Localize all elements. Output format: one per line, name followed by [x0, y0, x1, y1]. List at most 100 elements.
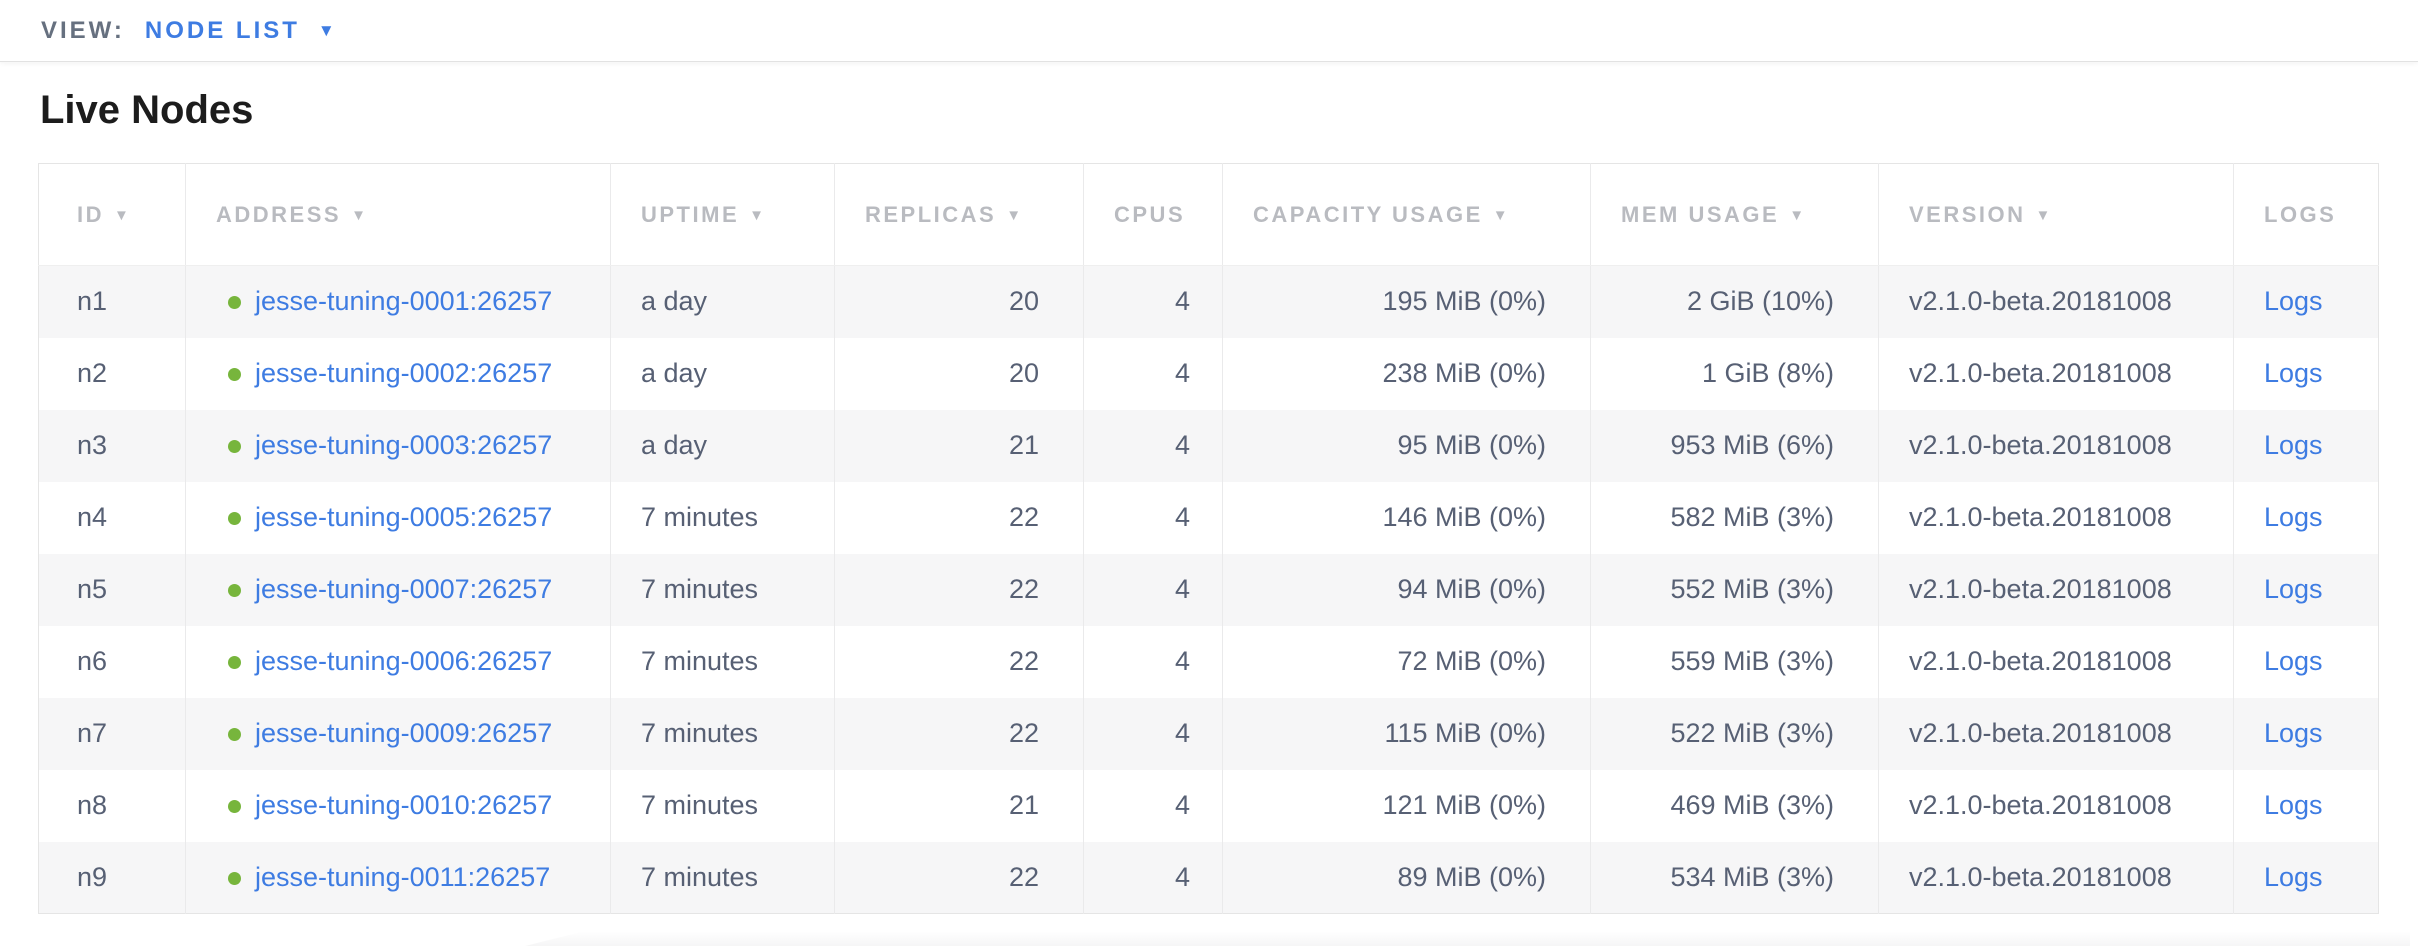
- logs-link[interactable]: Logs: [2264, 502, 2323, 532]
- cell-mem: 522 MiB (3%): [1590, 697, 1879, 770]
- cell-id: n2: [38, 337, 186, 410]
- cell-version: v2.1.0-beta.20181008: [1878, 481, 2234, 554]
- column-header-uptime[interactable]: UPTIME ▼: [610, 163, 835, 266]
- table-row: n6 jesse-tuning-0006:26257 7 minutes 22 4 72 …: [38, 625, 2379, 698]
- dropdown-caret-icon[interactable]: ▼: [317, 20, 335, 40]
- cell-mem: 1 GiB (8%): [1590, 337, 1879, 410]
- cell-capacity: 121 MiB (0%): [1222, 769, 1591, 842]
- cell-uptime: 7 minutes: [610, 841, 835, 914]
- cell-id: n9: [38, 841, 186, 914]
- cell-replicas: 22: [834, 697, 1084, 770]
- sort-desc-icon: ▼: [1789, 206, 1807, 224]
- node-address-link[interactable]: jesse-tuning-0002:26257: [255, 358, 553, 388]
- sort-desc-icon: ▼: [351, 206, 369, 224]
- cell-cpus: 4: [1083, 409, 1223, 482]
- column-header-version[interactable]: VERSION ▼: [1878, 163, 2234, 266]
- cell-logs: Logs: [2234, 266, 2379, 338]
- node-address-link[interactable]: jesse-tuning-0001:26257: [255, 286, 553, 317]
- logs-link[interactable]: Logs: [2264, 646, 2323, 676]
- cell-replicas: 22: [834, 841, 1084, 914]
- node-address-link[interactable]: jesse-tuning-0007:26257: [255, 574, 553, 604]
- cell-id: n4: [38, 481, 186, 554]
- table-row: n8 jesse-tuning-0010:26257 7 minutes 21 4 121…: [38, 769, 2379, 842]
- cell-logs: Logs: [2234, 482, 2379, 554]
- sort-desc-icon: ▼: [1006, 206, 1024, 224]
- column-header-replicas[interactable]: REPLICAS ▼: [834, 163, 1084, 266]
- logs-link[interactable]: Logs: [2264, 718, 2323, 748]
- node-address-link[interactable]: jesse-tuning-0009:26257: [255, 718, 553, 748]
- cell-uptime: a day: [610, 409, 835, 482]
- cell-mem: 552 MiB (3%): [1590, 553, 1879, 626]
- cell-address: jesse-tuning-0005:26257: [185, 481, 611, 554]
- view-label: VIEW:: [41, 16, 125, 44]
- cell-uptime: 7 minutes: [610, 769, 835, 842]
- cell-logs: Logs: [2234, 626, 2379, 698]
- next-section-shadow: [525, 931, 2410, 946]
- logs-link[interactable]: Logs: [2264, 430, 2323, 460]
- cell-cpus: 4: [1083, 481, 1223, 554]
- cell-mem: 953 MiB (6%): [1590, 409, 1879, 482]
- cell-replicas: 20: [834, 265, 1084, 338]
- node-address-link[interactable]: jesse-tuning-0003:26257: [255, 430, 553, 460]
- logs-link[interactable]: Logs: [2264, 790, 2323, 820]
- cell-version: v2.1.0-beta.20181008: [1878, 769, 2234, 842]
- cell-version: v2.1.0-beta.20181008: [1878, 841, 2234, 914]
- cell-address: jesse-tuning-0006:26257: [185, 625, 611, 698]
- cell-logs: Logs: [2234, 842, 2379, 914]
- column-header-id[interactable]: ID ▼: [38, 163, 186, 266]
- column-header-mem-usage[interactable]: MEM USAGE ▼: [1590, 163, 1879, 266]
- cell-logs: Logs: [2234, 770, 2379, 842]
- live-nodes-table-container: ID▼ ADDRESS▼ UPTIME▼ REPLICAS▼ CPUS▼ CAP…: [38, 163, 2418, 914]
- cell-cpus: 4: [1083, 769, 1223, 842]
- cell-mem: 534 MiB (3%): [1590, 841, 1879, 914]
- cell-uptime: 7 minutes: [610, 625, 835, 698]
- cell-version: v2.1.0-beta.20181008: [1878, 337, 2234, 410]
- cell-uptime: a day: [610, 337, 835, 410]
- cell-capacity: 195 MiB (0%): [1222, 265, 1591, 338]
- cell-cpus: 4: [1083, 625, 1223, 698]
- node-status-dot: [228, 368, 241, 381]
- sort-desc-icon: ▼: [749, 206, 767, 224]
- logs-link[interactable]: Logs: [2264, 358, 2323, 388]
- node-status-dot: [228, 871, 241, 885]
- column-header-address[interactable]: ADDRESS ▼: [185, 163, 611, 266]
- node-address-link[interactable]: jesse-tuning-0011:26257: [255, 861, 551, 892]
- live-nodes-table: ID▼ ADDRESS▼ UPTIME▼ REPLICAS▼ CPUS▼ CAP…: [38, 163, 2379, 914]
- cell-version: v2.1.0-beta.20181008: [1878, 409, 2234, 482]
- table-row: n3 jesse-tuning-0003:26257 a day 21 4 95 MiB …: [38, 409, 2379, 482]
- cell-id: n1: [38, 265, 186, 338]
- cell-capacity: 238 MiB (0%): [1222, 337, 1591, 410]
- node-address-link[interactable]: jesse-tuning-0005:26257: [255, 502, 553, 532]
- table-row: n2 jesse-tuning-0002:26257 a day 20 4 238 MiB…: [38, 337, 2379, 410]
- node-status-dot: [228, 584, 241, 597]
- logs-link[interactable]: Logs: [2264, 574, 2323, 604]
- node-address-link[interactable]: jesse-tuning-0010:26257: [255, 790, 553, 820]
- column-header-label: ADDRESS: [216, 201, 342, 227]
- cell-cpus: 4: [1083, 553, 1223, 626]
- sort-desc-icon: ▼: [1492, 206, 1511, 224]
- cell-version: v2.1.0-beta.20181008: [1878, 697, 2234, 770]
- node-status-dot: [228, 656, 241, 669]
- cell-replicas: 22: [834, 625, 1084, 698]
- column-header-logs: LOGS▼: [2233, 163, 2379, 266]
- logs-link[interactable]: Logs: [2264, 861, 2323, 892]
- column-header-label: ID: [77, 201, 104, 227]
- cell-cpus: 4: [1083, 697, 1223, 770]
- table-row: n1 jesse-tuning-0001:26257 a day 20 4 195 MiB…: [38, 265, 2379, 338]
- cell-cpus: 4: [1083, 265, 1223, 338]
- cell-cpus: 4: [1083, 841, 1223, 914]
- logs-link[interactable]: Logs: [2264, 286, 2323, 317]
- table-row: n7 jesse-tuning-0009:26257 7 minutes 22 4 115…: [38, 697, 2379, 770]
- cell-address: jesse-tuning-0010:26257: [185, 769, 611, 842]
- cell-id: n6: [38, 625, 186, 698]
- table-body: n1 jesse-tuning-0001:26257 a day 20 4 195 MiB…: [38, 265, 2379, 914]
- table-row: n4 jesse-tuning-0005:26257 7 minutes 22 4 146…: [38, 481, 2379, 554]
- table-row: n5 jesse-tuning-0007:26257 7 minutes 22 4 94 …: [38, 553, 2379, 626]
- column-header-capacity-usage[interactable]: CAPACITY USAGE ▼: [1222, 163, 1591, 266]
- column-header-label: LOGS: [2264, 201, 2337, 227]
- view-dropdown[interactable]: NODE LIST: [144, 16, 300, 44]
- node-address-link[interactable]: jesse-tuning-0006:26257: [255, 646, 553, 676]
- node-status-dot: [228, 512, 241, 525]
- column-header-label: UPTIME: [641, 201, 740, 227]
- cell-id: n8: [38, 769, 186, 842]
